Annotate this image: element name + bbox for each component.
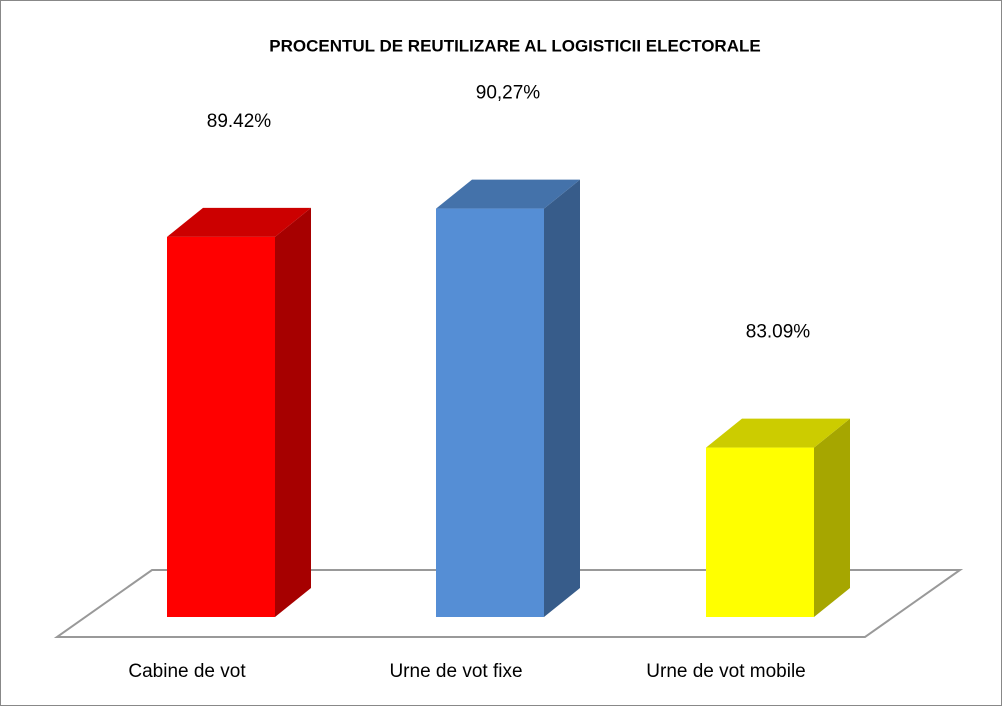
x-tick-label: Cabine de vot bbox=[128, 661, 246, 682]
value-label: 83.09% bbox=[746, 322, 811, 343]
bar-side bbox=[544, 179, 580, 617]
value-label: 90,27% bbox=[476, 83, 541, 104]
bar-side bbox=[814, 418, 850, 617]
bar bbox=[167, 236, 275, 617]
bar-side bbox=[275, 207, 311, 617]
bar bbox=[706, 447, 814, 617]
x-tick-label: Urne de vot mobile bbox=[646, 661, 805, 682]
x-tick-label: Urne de vot fixe bbox=[389, 661, 522, 682]
bar-top bbox=[436, 179, 580, 209]
value-label: 89.42% bbox=[207, 111, 272, 132]
bar-top bbox=[167, 207, 311, 237]
bar-top bbox=[706, 418, 850, 448]
bar bbox=[436, 208, 544, 617]
chart-title: PROCENTUL DE REUTILIZARE AL LOGISTICII E… bbox=[269, 36, 760, 55]
floor bbox=[53, 569, 964, 638]
